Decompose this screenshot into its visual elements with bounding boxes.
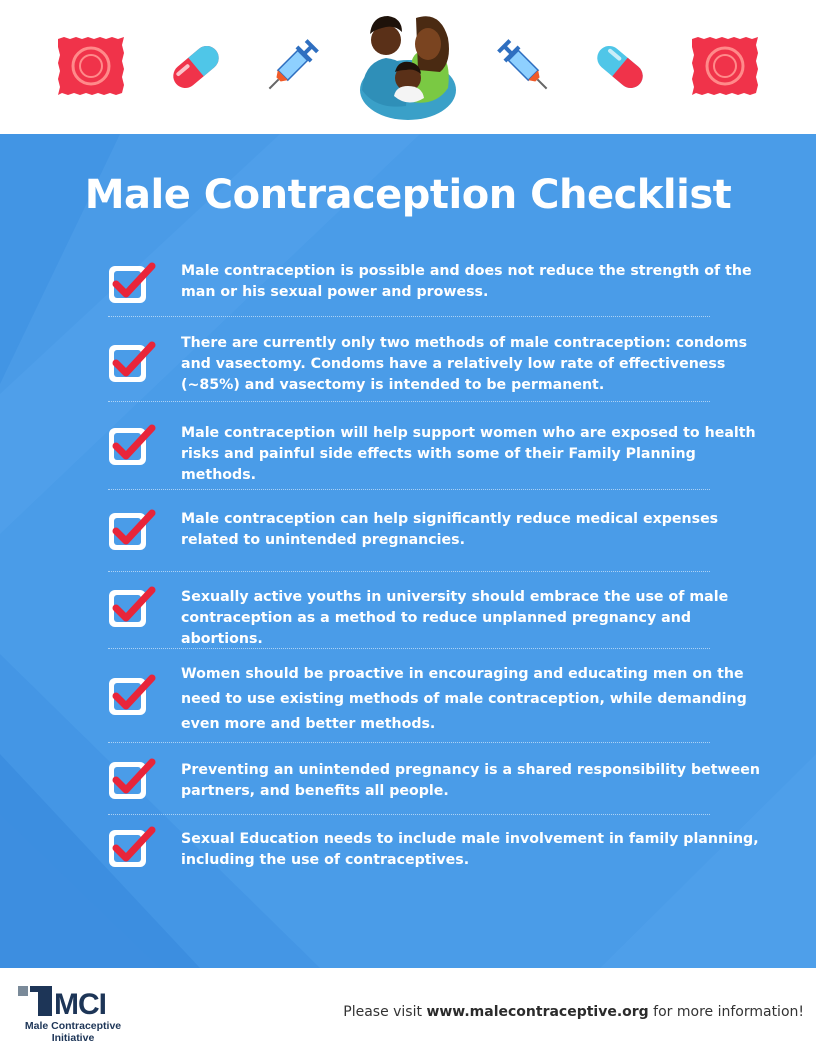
- divider: [108, 316, 710, 317]
- logo-name-line1: Male Contraceptive: [24, 1020, 122, 1032]
- visit-message: Please visit www.malecontraceptive.org f…: [343, 1004, 804, 1020]
- logo-abbreviation: MCI: [54, 988, 107, 1021]
- condom-icon: [692, 37, 758, 95]
- divider: [108, 648, 710, 649]
- header-banner: [0, 0, 816, 134]
- checklist-item-text: Preventing an unintended pregnancy is a …: [181, 762, 760, 799]
- condom-icon: [58, 37, 124, 95]
- checkbox-checked-icon: [109, 424, 156, 465]
- checklist-panel: Male Contraception Checklist Male contra…: [0, 134, 816, 968]
- pill-icon: [597, 46, 643, 88]
- divider: [108, 814, 710, 815]
- family-icon: [360, 16, 456, 120]
- page-title: Male Contraception Checklist: [84, 172, 732, 218]
- checklist-item-text: Male contraception will help support wom…: [181, 425, 756, 483]
- divider: [108, 401, 710, 402]
- mci-logo-mark-icon: [18, 986, 52, 1016]
- footer: MCI Male Contraceptive Initiative Please…: [0, 968, 816, 1056]
- pill-icon: [173, 46, 219, 88]
- checklist-item-text: Male contraception is possible and does …: [181, 263, 752, 300]
- syringe-icon: [268, 39, 319, 90]
- divider: [108, 571, 710, 572]
- divider: [108, 742, 710, 743]
- checklist-item-text: Sexual Education needs to include male i…: [181, 831, 759, 868]
- checkbox-checked-icon: [109, 758, 156, 799]
- checkbox-checked-icon: [109, 826, 156, 867]
- checklist-item-text: There are currently only two methods of …: [181, 335, 748, 393]
- checkbox-checked-icon: [109, 341, 156, 382]
- mci-logo: MCI Male Contraceptive Initiative: [18, 984, 128, 1046]
- visit-prefix: Please visit: [343, 1004, 427, 1020]
- checkbox-checked-icon: [109, 262, 156, 303]
- background-shapes: [0, 134, 816, 968]
- checklist-item-text: Sexually active youths in university sho…: [181, 589, 729, 647]
- website-link[interactable]: www.malecontraceptive.org: [426, 1004, 649, 1020]
- visit-suffix: for more information!: [648, 1004, 804, 1020]
- checklist-item-text: Male contraception can help significantl…: [181, 511, 719, 548]
- logo-org-name: Male Contraceptive Initiative: [18, 1020, 128, 1044]
- checkbox-checked-icon: [109, 586, 156, 627]
- logo-name-line2: Initiative: [51, 1032, 95, 1044]
- checklist-item-text: Women should be proactive in encouraging…: [181, 666, 747, 732]
- checkbox-checked-icon: [109, 509, 156, 550]
- syringe-icon: [497, 39, 548, 90]
- checkbox-checked-icon: [109, 674, 156, 715]
- divider: [108, 489, 710, 490]
